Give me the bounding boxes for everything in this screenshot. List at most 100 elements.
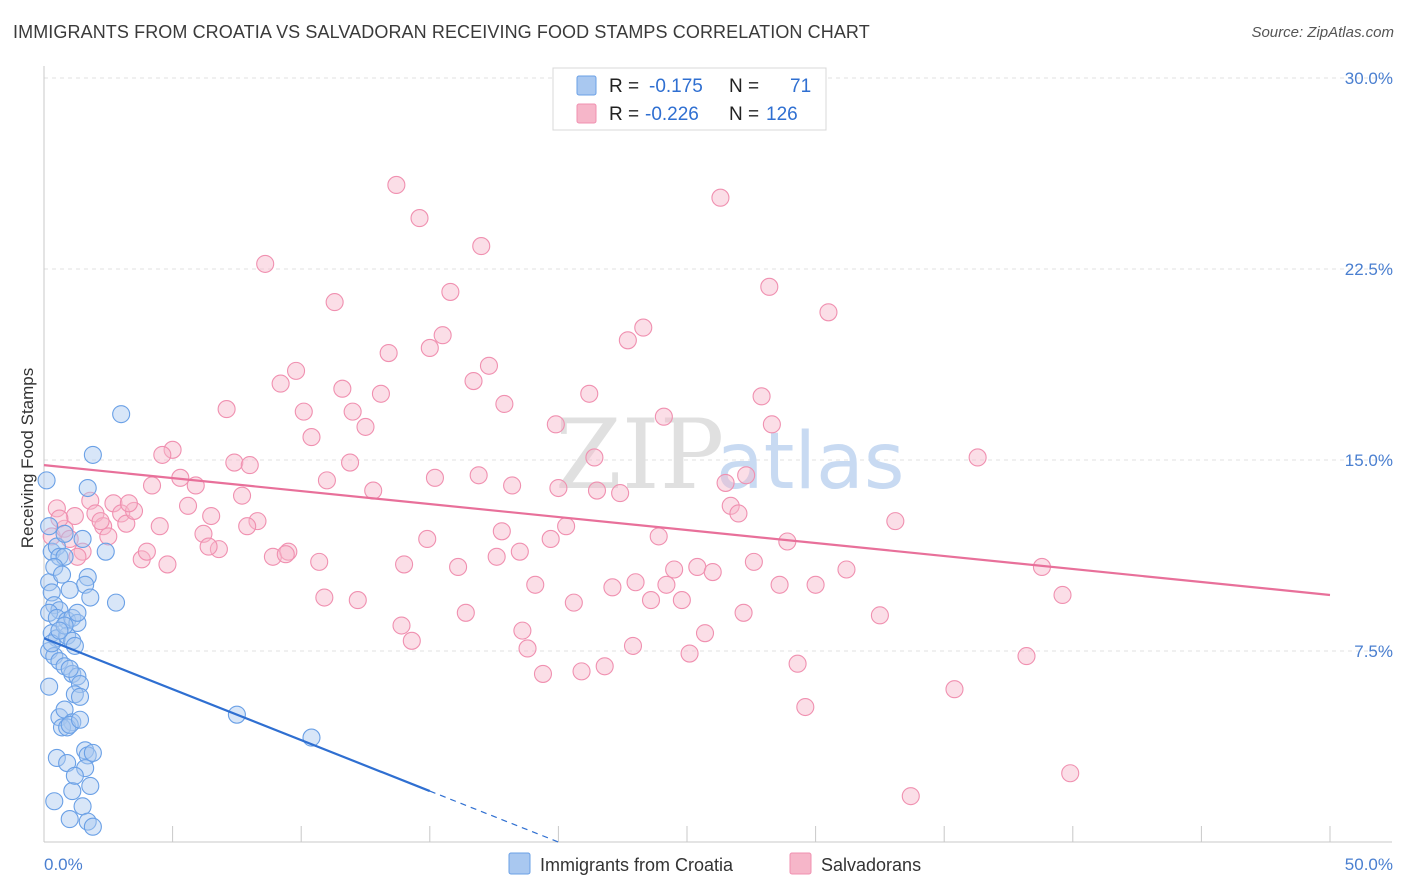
point-salvadorans-93 xyxy=(744,552,763,571)
bottom-legend-label-salvadorans: Salvadorans xyxy=(821,855,921,875)
legend-r-label-croatia: R = xyxy=(609,76,639,97)
point-croatia-45 xyxy=(83,817,102,836)
point-salvadorans-76 xyxy=(603,578,622,597)
y-tick-label-0: 7.5% xyxy=(1354,642,1393,661)
point-salvadorans-80 xyxy=(634,318,653,337)
point-croatia-69 xyxy=(73,529,92,548)
point-salvadorans-59 xyxy=(472,237,491,256)
point-salvadorans-113 xyxy=(153,445,172,464)
point-salvadorans-18 xyxy=(158,555,177,574)
point-croatia-64 xyxy=(40,677,59,696)
point-salvadorans-28 xyxy=(232,486,252,505)
point-salvadorans-114 xyxy=(119,494,138,513)
point-salvadorans-66 xyxy=(526,575,545,594)
point-croatia-65 xyxy=(70,710,90,729)
point-salvadorans-38 xyxy=(310,552,329,571)
point-croatia-67 xyxy=(65,766,84,785)
chart-title: IMMIGRANTS FROM CROATIA VS SALVADORAN RE… xyxy=(13,22,870,42)
point-croatia-50 xyxy=(106,593,126,612)
point-salvadorans-10 xyxy=(104,494,123,513)
point-salvadorans-56 xyxy=(449,557,468,577)
point-croatia-28 xyxy=(70,687,90,706)
point-salvadorans-72 xyxy=(572,662,591,681)
point-croatia-44 xyxy=(78,812,97,831)
point-salvadorans-102 xyxy=(837,560,856,579)
legend-swatch-salvadorans xyxy=(576,103,597,124)
point-salvadorans-21 xyxy=(178,496,198,515)
point-salvadorans-124 xyxy=(762,415,781,434)
bottom-legend-label-croatia: Immigrants from Croatia xyxy=(540,855,734,875)
point-salvadorans-134 xyxy=(945,680,964,699)
point-salvadorans-127 xyxy=(392,616,411,635)
point-salvadorans-98 xyxy=(788,654,807,673)
point-croatia-57 xyxy=(60,580,79,599)
point-salvadorans-115 xyxy=(91,512,110,531)
point-salvadorans-68 xyxy=(541,529,560,548)
point-salvadorans-74 xyxy=(587,481,607,500)
point-salvadorans-119 xyxy=(492,522,511,541)
point-salvadorans-105 xyxy=(968,448,987,467)
series-salvadorans xyxy=(42,175,1080,806)
y-axis-label: Receiving Food Stamps xyxy=(18,368,37,548)
trend-lines xyxy=(43,463,1331,843)
point-salvadorans-48 xyxy=(387,175,406,195)
point-salvadorans-25 xyxy=(209,540,228,559)
point-croatia-49 xyxy=(78,478,97,498)
point-croatia-26 xyxy=(70,675,90,694)
point-salvadorans-71 xyxy=(564,593,583,612)
point-salvadorans-8 xyxy=(94,517,113,536)
point-salvadorans-55 xyxy=(441,282,460,301)
point-salvadorans-51 xyxy=(410,209,429,228)
point-salvadorans-53 xyxy=(425,468,444,487)
point-salvadorans-37 xyxy=(302,428,321,447)
point-salvadorans-58 xyxy=(464,372,483,391)
axes xyxy=(43,66,1392,843)
point-salvadorans-42 xyxy=(341,453,360,472)
point-croatia-43 xyxy=(60,810,79,829)
point-salvadorans-131 xyxy=(695,624,715,643)
point-croatia-19 xyxy=(65,636,84,655)
point-salvadorans-5 xyxy=(73,542,92,561)
point-salvadorans-90 xyxy=(721,496,740,515)
y-tick-label-2: 22.5% xyxy=(1345,260,1393,279)
point-salvadorans-54 xyxy=(433,326,452,345)
x-tick-labels: 0.0% 50.0% xyxy=(44,855,1393,874)
point-salvadorans-45 xyxy=(364,481,383,500)
bottom-legend-swatch-croatia xyxy=(508,852,531,875)
point-salvadorans-133 xyxy=(886,512,905,531)
point-croatia-22 xyxy=(50,652,69,671)
point-salvadorans-57 xyxy=(456,603,475,622)
y-tick-label-1: 15.0% xyxy=(1345,451,1393,470)
legend-r-value-salvadorans: -0.226 xyxy=(645,104,699,125)
y-tick-label-3: 30.0% xyxy=(1345,69,1393,88)
point-salvadorans-84 xyxy=(665,560,684,579)
point-salvadorans-128 xyxy=(469,466,488,485)
point-croatia-23 xyxy=(55,657,74,676)
point-croatia-68 xyxy=(45,792,64,811)
point-salvadorans-118 xyxy=(420,338,439,357)
point-croatia-60 xyxy=(68,603,87,622)
legend-n-label-salvadorans: N = xyxy=(729,104,759,125)
legend-swatch-croatia xyxy=(576,75,597,96)
point-salvadorans-36 xyxy=(294,402,313,421)
y-tick-labels: 7.5% 15.0% 22.5% 30.0% xyxy=(1345,69,1393,661)
point-salvadorans-92 xyxy=(737,466,756,485)
point-salvadorans-129 xyxy=(513,621,532,640)
point-salvadorans-31 xyxy=(256,254,275,273)
legend-n-label-croatia: N = xyxy=(729,76,759,97)
point-salvadorans-106 xyxy=(1017,647,1036,666)
point-croatia-12 xyxy=(58,611,77,630)
x-tick-label-1: 50.0% xyxy=(1345,855,1393,874)
point-salvadorans-126 xyxy=(315,588,334,607)
top-legend: R = -0.175 N = 71 R = -0.226 N = 126 xyxy=(552,67,827,131)
point-salvadorans-41 xyxy=(333,379,352,398)
point-salvadorans-65 xyxy=(518,639,537,658)
point-croatia-38 xyxy=(47,748,66,768)
point-salvadorans-108 xyxy=(1053,585,1072,605)
point-salvadorans-50 xyxy=(402,631,421,650)
point-salvadorans-81 xyxy=(641,591,661,610)
legend-r-value-croatia: -0.175 xyxy=(649,76,703,97)
point-salvadorans-73 xyxy=(580,384,599,403)
point-salvadorans-34 xyxy=(279,542,298,561)
